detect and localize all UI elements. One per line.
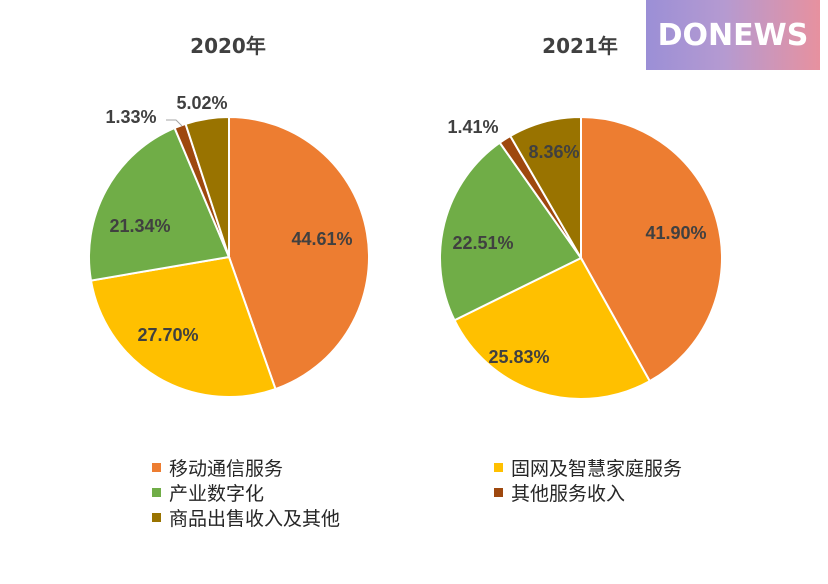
pie-slice-1: [228, 115, 370, 391]
legend-item-digital: 产业数字化: [152, 479, 264, 506]
pie-2021: 41.90% 25.83% 22.51% 1.41% 8.36%: [439, 115, 723, 400]
data-label-5: 5.02%: [176, 93, 227, 113]
pie-slice-2: [89, 255, 277, 398]
logo-text: DONEWS: [657, 17, 809, 53]
data-label-3: 22.51%: [452, 233, 513, 253]
legend-label: 固网及智慧家庭服务: [511, 458, 683, 480]
pie-slice-1: [580, 115, 723, 383]
legend-swatch: [494, 463, 503, 472]
legend-item-other-service: 其他服务收入: [494, 479, 625, 506]
legend-item-broadband: 固网及智慧家庭服务: [494, 454, 682, 481]
pie-slice-3: [88, 126, 231, 282]
legend-label: 其他服务收入: [511, 483, 626, 505]
legend-swatch: [152, 513, 161, 522]
pie-2020: 44.61% 27.70% 21.34% 1.33% 5.02%: [88, 93, 370, 398]
pie-slice-3: [439, 141, 583, 322]
data-label-4: 1.33%: [105, 107, 156, 127]
data-label-3: 21.34%: [109, 216, 170, 236]
legend-label: 移动通信服务: [169, 458, 284, 480]
chart-title-2020: 2020年: [190, 34, 266, 58]
pie-charts: 44.61% 27.70% 21.34% 1.33% 5.02% 41.90% 25.83…: [88, 93, 723, 400]
legend-swatch: [152, 463, 161, 472]
legend-label: 产业数字化: [169, 483, 265, 505]
legend: 移动通信服务 固网及智慧家庭服务 产业数字化 其他服务收入 商品出售收入及其他: [0, 448, 828, 548]
legend-swatch: [494, 488, 503, 497]
pie-slice-5: [508, 115, 582, 262]
legend-label: 商品出售收入及其他: [169, 508, 341, 530]
label-leader-line: [166, 119, 183, 127]
legend-item-mobile: 移动通信服务: [152, 454, 283, 481]
donews-logo: DONEWS: [646, 0, 820, 70]
data-label-1: 44.61%: [291, 229, 352, 249]
data-label-4: 1.41%: [447, 117, 498, 137]
legend-swatch: [152, 488, 161, 497]
pie-slice-2: [453, 256, 652, 400]
data-label-1: 41.90%: [645, 223, 706, 243]
data-label-2: 27.70%: [137, 325, 198, 345]
pie-slice-5: [184, 115, 230, 258]
legend-item-goods: 商品出售收入及其他: [152, 504, 340, 531]
chart-title-2021: 2021年: [542, 34, 618, 58]
data-label-2: 25.83%: [488, 347, 549, 367]
data-label-5: 8.36%: [528, 142, 579, 162]
